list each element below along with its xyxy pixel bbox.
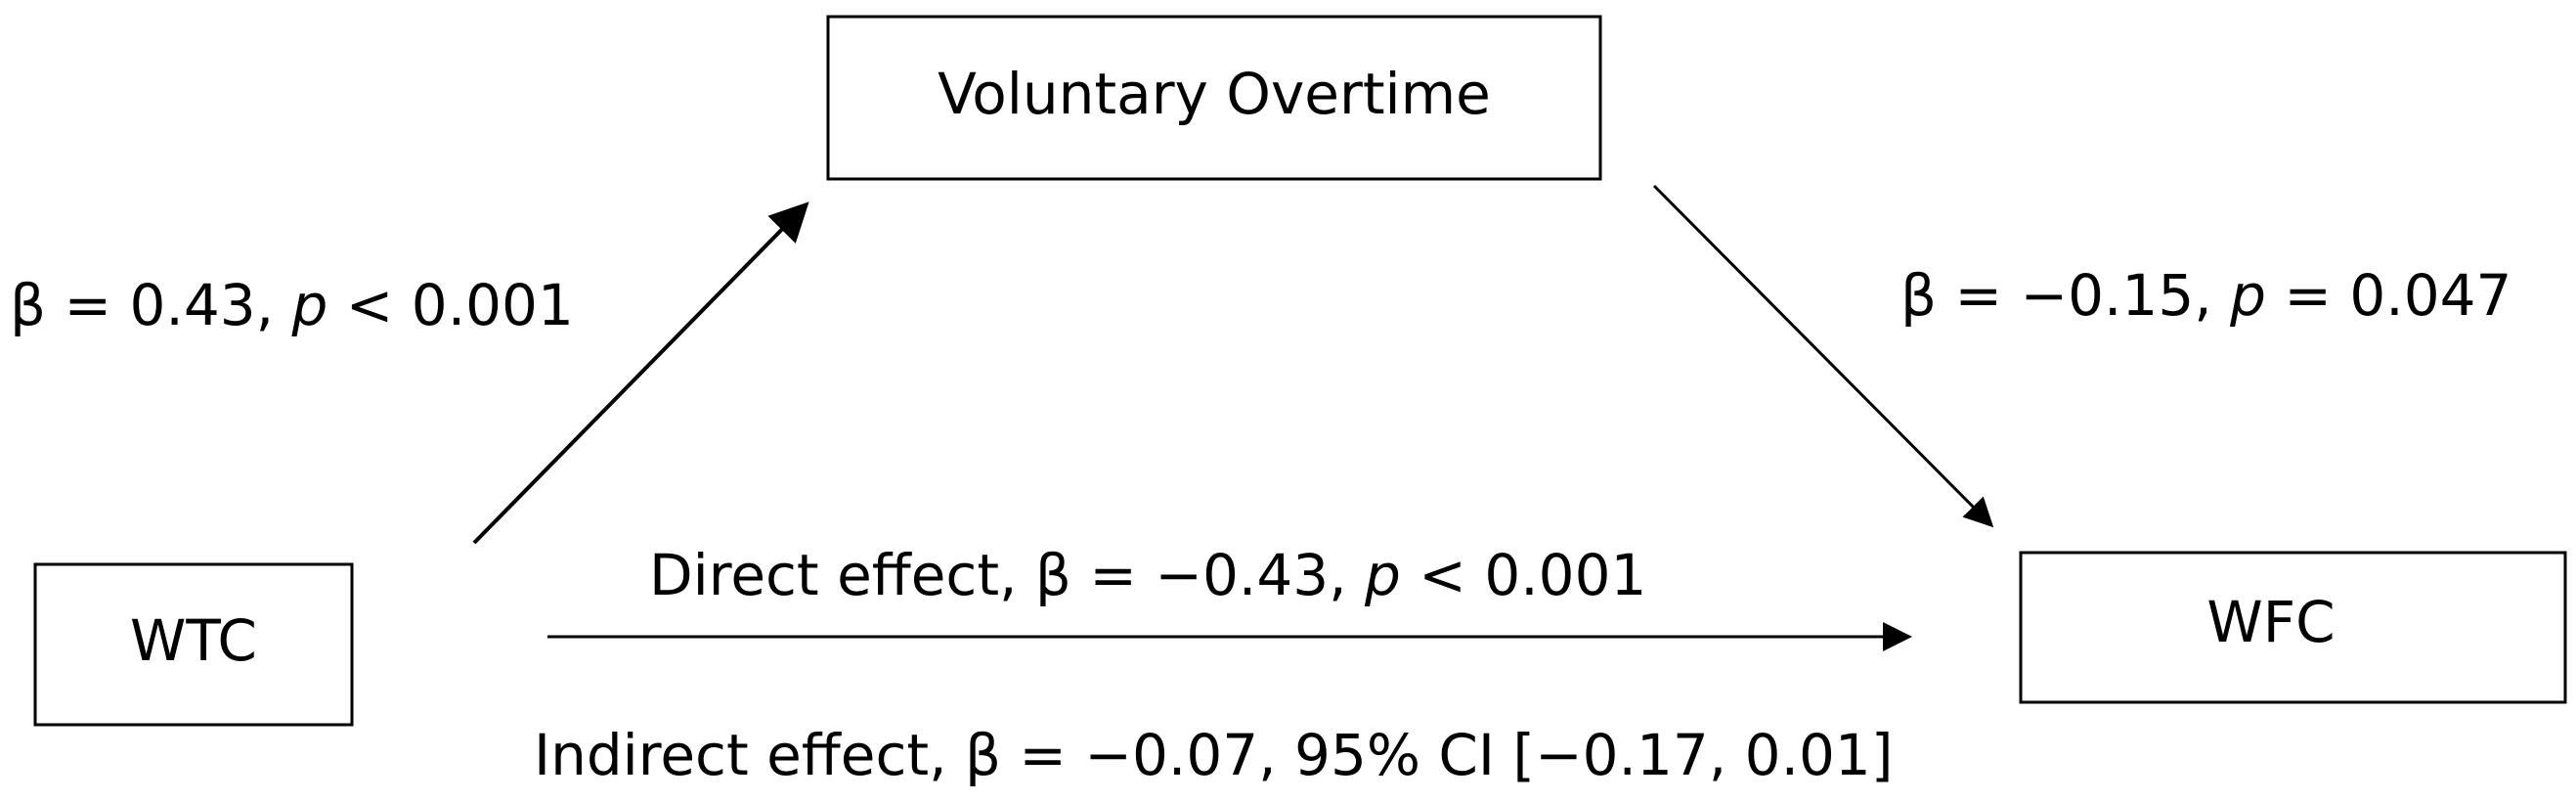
predictor-box [33, 562, 354, 727]
b-path-arrow [1652, 184, 1994, 528]
outcome-box [2019, 551, 2567, 704]
b-path-p-value: = 0.047 [2266, 262, 2512, 329]
outcome-label: WFC [2206, 589, 2335, 655]
a-path-p-symbol: p [291, 272, 328, 338]
mediator-label: Voluntary Overtime [938, 61, 1491, 127]
mediator-box [826, 15, 1602, 181]
a-path-label: β = 0.43, p < 0.001 [10, 272, 574, 338]
b-path-label: β = −0.15, p = 0.047 [1900, 262, 2511, 329]
b-path-beta: β = −0.15, [1900, 262, 2230, 329]
indirect-effect-label: Indirect effect, β = −0.07, 95% CI [−0.1… [534, 722, 1893, 788]
a-path-p-value: < 0.001 [327, 272, 574, 338]
direct-effect-beta: Direct effect, β = −0.43, [649, 542, 1365, 608]
direct-effect-label: Direct effect, β = −0.43, p < 0.001 [649, 542, 1646, 608]
a-path-arrow [472, 201, 809, 545]
b-path-p-symbol: p [2229, 262, 2266, 329]
predictor-node: WTC [33, 562, 354, 727]
a-path-beta: β = 0.43, [10, 272, 292, 338]
mediator-node: Voluntary Overtime [826, 15, 1602, 181]
predictor-label: WTC [130, 607, 257, 674]
direct-effect-p-value: < 0.001 [1401, 542, 1647, 608]
outcome-node: WFC [2019, 551, 2567, 704]
direct-effect-p-symbol: p [1364, 542, 1401, 608]
